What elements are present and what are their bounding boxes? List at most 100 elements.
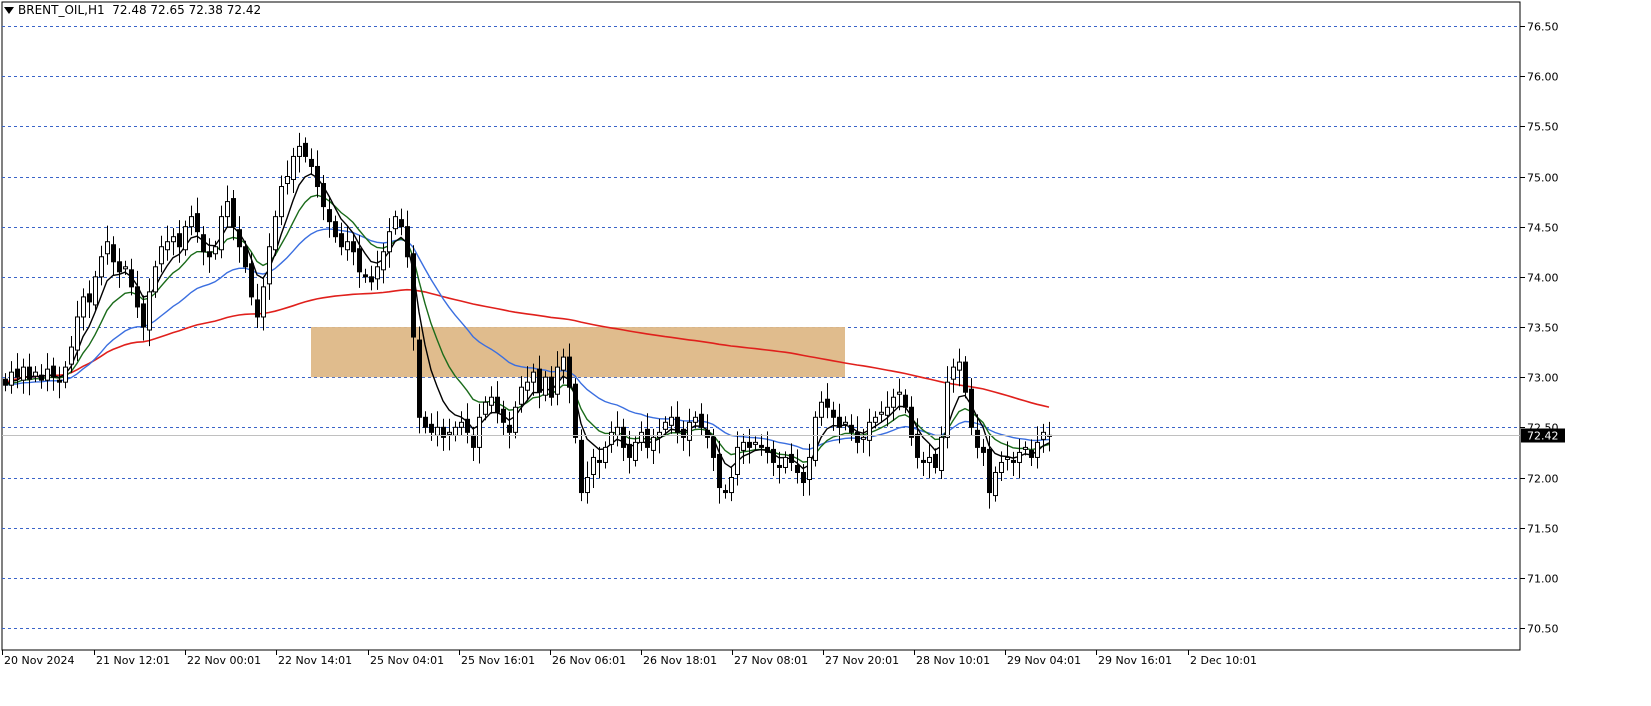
candle-body bbox=[279, 186, 284, 218]
candle bbox=[183, 220, 188, 256]
candle bbox=[789, 443, 794, 471]
candle bbox=[903, 389, 908, 414]
candle bbox=[849, 414, 854, 441]
candle-body bbox=[561, 356, 566, 371]
candle bbox=[273, 210, 278, 256]
candle-body bbox=[171, 236, 176, 243]
candle-body bbox=[675, 416, 680, 433]
candle bbox=[675, 401, 680, 444]
candle-body bbox=[15, 368, 20, 378]
candle-body bbox=[303, 142, 308, 157]
candle-body bbox=[603, 446, 608, 463]
candle bbox=[759, 434, 764, 456]
candle bbox=[705, 414, 710, 449]
chart-header: BRENT_OIL,H1 72.48 72.65 72.38 72.42 bbox=[4, 3, 261, 17]
candle-body bbox=[867, 421, 872, 441]
candle-body bbox=[495, 396, 500, 413]
candle bbox=[165, 225, 170, 261]
candle bbox=[381, 243, 386, 284]
candle-body bbox=[393, 216, 398, 230]
candle bbox=[795, 449, 800, 484]
grid-lines bbox=[1, 1, 1521, 651]
candle-body bbox=[915, 433, 920, 458]
candle bbox=[435, 411, 440, 447]
candle bbox=[1017, 438, 1022, 479]
candle-body bbox=[597, 459, 602, 463]
candle-body bbox=[633, 441, 638, 461]
candle bbox=[861, 428, 866, 453]
price-tick-label: 75.00 bbox=[1527, 172, 1559, 185]
candle-body bbox=[705, 429, 710, 438]
candle bbox=[111, 236, 116, 276]
price-tick-label: 71.50 bbox=[1527, 523, 1559, 536]
candle bbox=[921, 451, 926, 476]
candle-body bbox=[123, 266, 128, 270]
candle-body bbox=[267, 246, 272, 285]
candle bbox=[279, 175, 284, 226]
candle bbox=[633, 436, 638, 467]
candle bbox=[747, 428, 752, 464]
candle-body bbox=[501, 408, 506, 423]
candle bbox=[1041, 423, 1046, 453]
candle-body bbox=[345, 241, 350, 251]
candle bbox=[891, 388, 896, 421]
candle bbox=[405, 210, 410, 268]
candle bbox=[549, 366, 554, 406]
candle bbox=[915, 418, 920, 469]
candle bbox=[243, 240, 248, 273]
candle-body bbox=[765, 446, 770, 453]
candle bbox=[285, 160, 290, 195]
candle-body bbox=[531, 371, 536, 383]
candle-body bbox=[993, 471, 998, 497]
candle bbox=[957, 348, 962, 387]
candle bbox=[117, 248, 122, 288]
candle-body bbox=[693, 416, 698, 423]
candle-body bbox=[981, 446, 986, 453]
candle bbox=[219, 205, 224, 259]
candle-body bbox=[261, 286, 266, 318]
candle-body bbox=[57, 379, 62, 383]
candle bbox=[993, 466, 998, 502]
candle bbox=[27, 353, 32, 396]
candle bbox=[135, 270, 140, 318]
candle-body bbox=[339, 233, 344, 248]
candle-body bbox=[927, 456, 932, 463]
candle-body bbox=[231, 198, 236, 228]
candle bbox=[207, 238, 212, 273]
ma-fast-line bbox=[4, 173, 1050, 470]
candle-body bbox=[27, 366, 32, 380]
candle-body bbox=[1035, 441, 1040, 458]
candle bbox=[867, 408, 872, 457]
candle-body bbox=[885, 406, 890, 416]
candle-body bbox=[489, 396, 494, 406]
candle bbox=[201, 226, 206, 266]
candle-body bbox=[3, 378, 8, 386]
candle-body bbox=[777, 464, 782, 468]
candle-body bbox=[591, 456, 596, 475]
candle bbox=[639, 421, 644, 451]
candle-body bbox=[255, 299, 260, 318]
candle bbox=[1029, 439, 1034, 466]
candle-body bbox=[669, 416, 674, 426]
candle bbox=[477, 403, 482, 464]
candle-body bbox=[39, 374, 44, 381]
candle bbox=[1035, 426, 1040, 469]
candle-body bbox=[537, 368, 542, 393]
candle bbox=[669, 406, 674, 434]
candle-body bbox=[291, 155, 296, 181]
price-tick-label: 73.50 bbox=[1527, 322, 1559, 335]
candle bbox=[393, 210, 398, 235]
candle bbox=[657, 418, 662, 454]
candle-body bbox=[891, 396, 896, 408]
candle-body bbox=[87, 293, 92, 303]
dropdown-triangle-icon[interactable] bbox=[4, 7, 14, 14]
candle bbox=[9, 361, 14, 394]
candle bbox=[327, 196, 332, 238]
candle-body bbox=[387, 231, 392, 253]
candle bbox=[771, 440, 776, 476]
candle-body bbox=[375, 266, 380, 280]
candle-body bbox=[51, 365, 56, 378]
candle bbox=[3, 373, 8, 392]
time-tick-label: 2 Dec 10:01 bbox=[1190, 654, 1257, 667]
